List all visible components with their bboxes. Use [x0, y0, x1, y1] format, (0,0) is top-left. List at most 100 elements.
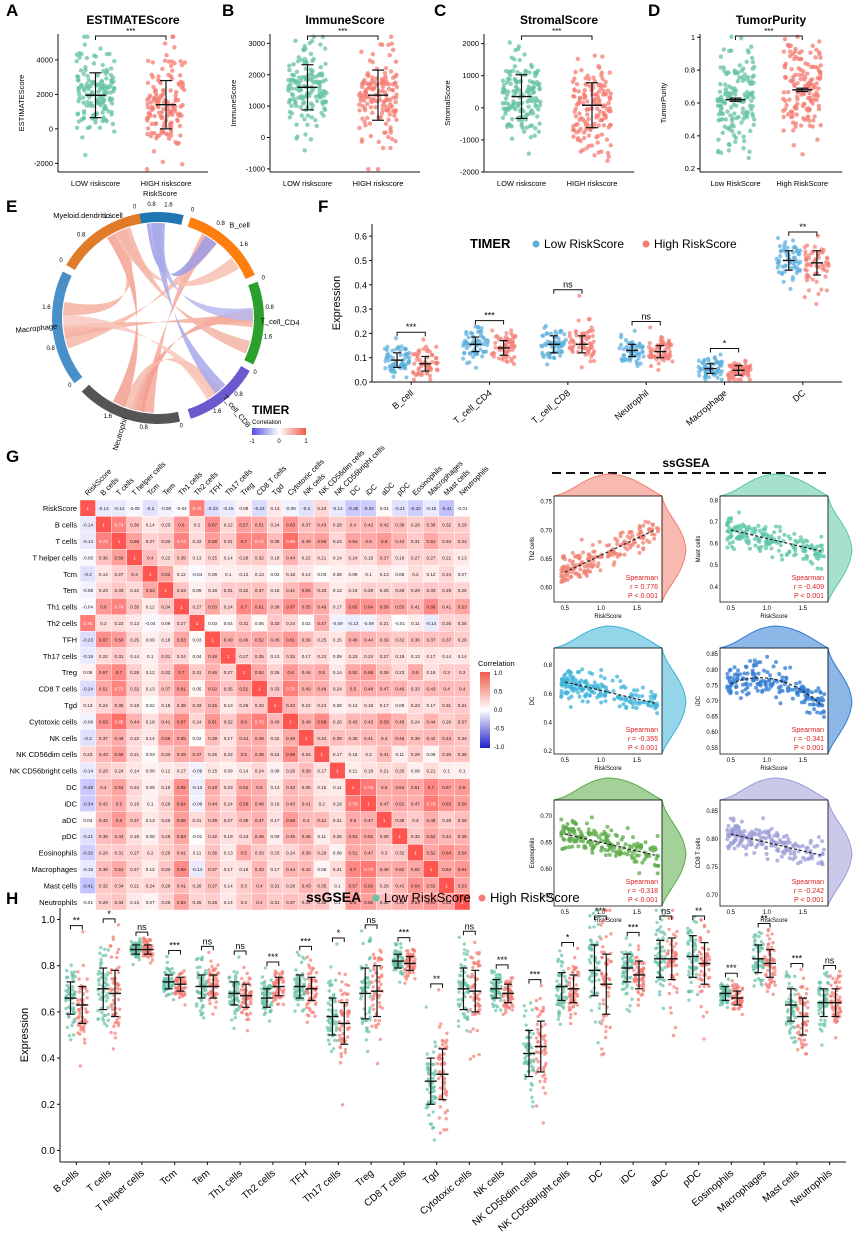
- heatmap-cell-value: 0.17: [224, 867, 233, 872]
- spearman-label: Spearman: [792, 879, 824, 886]
- data-point: [145, 131, 150, 137]
- heatmap-cell-value: 0.53: [427, 883, 436, 888]
- data-point: [169, 120, 174, 125]
- heatmap-row-label: T cells: [55, 537, 77, 546]
- y-tick-label: 0.65: [706, 715, 718, 721]
- heatmap-row-label: RiskScore: [43, 504, 77, 513]
- data-point: [500, 355, 506, 360]
- data-point: [599, 700, 604, 705]
- heatmap-cell-value: 0.5: [319, 670, 326, 675]
- data-point: [540, 353, 546, 358]
- heatmap-cell-value: 0.17: [177, 769, 186, 774]
- data-point: [112, 129, 117, 134]
- data-point: [718, 98, 724, 104]
- heatmap-cell-value: 0.08: [411, 769, 420, 774]
- data-point: [566, 668, 571, 673]
- data-point: [815, 566, 820, 571]
- data-point: [175, 118, 180, 124]
- heatmap-cell-value: 0.72: [115, 687, 124, 692]
- data-point: [85, 125, 91, 131]
- data-point: [366, 73, 371, 79]
- heatmap-cell-value: 0.32: [411, 834, 420, 839]
- heatmap-cell-value: 0.12: [333, 588, 342, 593]
- heatmap-cell-value: -0.08: [83, 588, 94, 593]
- heatmap-cell-value: 0.32: [130, 687, 139, 692]
- heatmap-cell-value: 0.37: [286, 900, 295, 905]
- data-point: [542, 325, 547, 331]
- data-point: [559, 578, 564, 583]
- data-point: [392, 108, 397, 114]
- data-point: [526, 151, 532, 156]
- data-point: [69, 970, 74, 975]
- data-point: [783, 61, 788, 66]
- chord-link: [146, 223, 217, 277]
- heatmap-cell-value: 0.05: [193, 687, 202, 692]
- heatmap-cell-value: 0.15: [317, 785, 326, 790]
- data-point: [69, 963, 73, 967]
- data-point: [385, 97, 391, 103]
- data-point: [603, 853, 608, 858]
- data-point: [316, 93, 321, 98]
- plot-title: TumorPurity: [736, 13, 807, 27]
- heatmap-cell-value: 0.3: [381, 851, 388, 856]
- data-point: [624, 704, 629, 709]
- heatmap-cell-value: 0.48: [427, 818, 436, 823]
- data-point: [606, 124, 612, 130]
- data-point: [501, 86, 506, 91]
- heatmap-cell-value: 0.14: [130, 769, 139, 774]
- chord-axis-tick: 1.6: [104, 414, 113, 420]
- data-point: [819, 861, 824, 866]
- data-point: [791, 255, 796, 260]
- data-point: [392, 113, 397, 118]
- heatmap-cell-value: -0.36: [348, 506, 359, 511]
- heatmap-row-label: Eosinophils: [39, 849, 78, 858]
- data-point: [795, 97, 800, 102]
- data-point: [623, 338, 628, 343]
- data-point: [777, 243, 782, 249]
- data-point: [747, 149, 752, 154]
- data-point: [790, 128, 796, 133]
- data-point: [598, 118, 603, 123]
- data-point: [83, 152, 88, 158]
- data-point: [809, 77, 815, 82]
- y-tick-label: 1: [691, 33, 695, 42]
- data-point: [808, 50, 813, 55]
- data-point: [775, 832, 780, 837]
- data-point: [367, 121, 373, 126]
- data-point: [740, 535, 745, 540]
- heatmap-cell-value: 0.31: [458, 703, 467, 708]
- heatmap-cell-value: 0.04: [224, 621, 233, 626]
- data-point: [799, 92, 804, 97]
- data-point: [586, 351, 591, 356]
- data-point: [398, 353, 403, 358]
- heatmap-cell-value: 0.55: [177, 736, 186, 741]
- y-tick-label: 0.4: [354, 280, 367, 290]
- data-point: [659, 335, 664, 340]
- data-point: [621, 353, 626, 358]
- data-point: [776, 847, 781, 852]
- heatmap-cell-value: 0.29: [411, 752, 420, 757]
- chord-link: [117, 227, 251, 354]
- heatmap-cell-value: -0.32: [410, 506, 421, 511]
- data-point: [148, 113, 153, 118]
- data-point: [718, 352, 723, 357]
- data-point: [323, 46, 328, 51]
- data-point: [792, 849, 797, 854]
- data-point: [619, 837, 624, 842]
- heatmap-cell-value: 0.05: [255, 621, 264, 626]
- heatmap-cell-value: -0.23: [207, 506, 218, 511]
- data-point: [600, 76, 605, 82]
- y-tick-label: 0.60: [540, 867, 552, 873]
- data-point: [740, 110, 745, 115]
- data-point: [750, 59, 756, 65]
- heatmap-cell-value: 0.21: [442, 555, 451, 560]
- heatmap-cell-value: 0.41: [411, 605, 420, 610]
- data-point: [577, 117, 582, 122]
- data-point: [617, 704, 622, 709]
- heatmap-cell-value: 1: [180, 605, 183, 610]
- heatmap-cell-value: 0.53: [395, 605, 404, 610]
- data-point: [791, 250, 796, 255]
- data-point: [510, 334, 516, 339]
- data-point: [302, 117, 307, 122]
